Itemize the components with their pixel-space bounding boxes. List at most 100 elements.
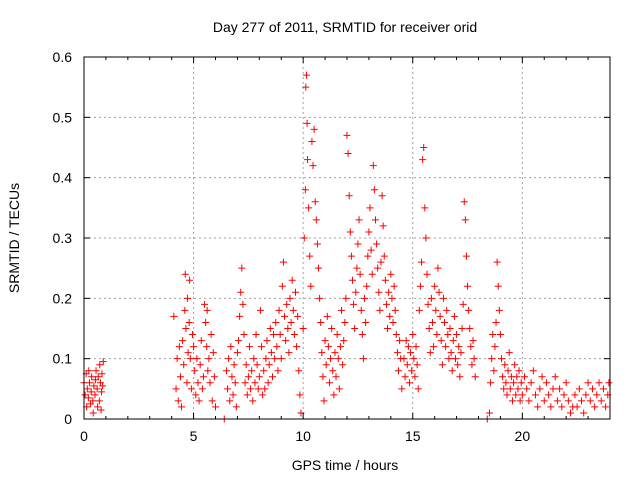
data-point (201, 300, 209, 308)
data-point (241, 379, 249, 387)
data-point (455, 343, 463, 351)
data-point (266, 325, 274, 332)
data-point (289, 306, 297, 314)
y-axis-label: SRMTID / TECUs (6, 183, 22, 293)
plot-frame (83, 56, 611, 420)
data-point (370, 186, 378, 194)
data-point (442, 343, 450, 351)
data-point (282, 337, 290, 345)
data-point (197, 337, 205, 345)
data-point (558, 403, 566, 411)
y-tick-label: 0.6 (53, 49, 73, 65)
data-point (293, 343, 301, 351)
data-point (290, 331, 298, 339)
data-point (376, 306, 384, 314)
data-point (494, 282, 502, 290)
data-point (468, 361, 476, 369)
data-point (310, 125, 318, 133)
data-point (333, 331, 341, 339)
data-point (439, 294, 447, 302)
data-point (336, 343, 344, 351)
data-point (228, 373, 236, 381)
data-point (460, 198, 468, 206)
data-point (384, 325, 392, 332)
data-point (438, 361, 446, 369)
data-point (435, 288, 443, 296)
data-point (275, 306, 283, 314)
y-tick-label: 0 (64, 411, 72, 427)
data-point (432, 306, 440, 314)
data-point (393, 349, 401, 357)
data-point (430, 343, 438, 351)
data-point (536, 385, 544, 393)
data-point (311, 198, 319, 206)
data-point (529, 367, 537, 375)
data-point (170, 312, 178, 320)
data-point (253, 361, 261, 369)
data-point (268, 373, 276, 381)
data-point (410, 355, 418, 363)
data-point (433, 331, 441, 339)
data-point (545, 391, 553, 399)
x-tick-label: 0 (80, 428, 88, 444)
data-point (239, 300, 247, 308)
data-point (357, 306, 365, 314)
data-point (466, 325, 474, 332)
data-point (225, 355, 233, 363)
data-point (500, 385, 508, 393)
data-point (180, 361, 188, 369)
data-point (571, 391, 579, 399)
data-point (405, 379, 413, 387)
data-point (386, 312, 394, 320)
data-point (259, 391, 267, 399)
x-axis-label: GPS time / hours (292, 457, 399, 473)
data-point (89, 397, 97, 405)
data-point (467, 343, 475, 351)
data-point (400, 355, 408, 363)
data-point (547, 403, 555, 411)
data-point (588, 385, 596, 393)
data-point (261, 385, 269, 393)
x-tick-label: 15 (405, 428, 421, 444)
data-point (248, 367, 256, 375)
data-point (237, 288, 245, 296)
data-point (85, 367, 93, 375)
data-point (338, 306, 346, 314)
data-point (330, 391, 338, 399)
data-point (396, 337, 404, 345)
data-point (94, 373, 102, 381)
data-point (319, 373, 327, 381)
data-point (309, 162, 317, 170)
data-point (573, 403, 581, 411)
data-point (451, 355, 459, 363)
data-point (182, 325, 190, 332)
data-point (276, 331, 284, 339)
data-point (250, 355, 258, 363)
data-point (446, 325, 454, 332)
data-point (551, 373, 559, 381)
data-point (437, 337, 445, 345)
data-point (531, 391, 539, 399)
data-point (286, 294, 294, 302)
y-tick-label: 0.2 (53, 290, 73, 306)
data-point (281, 312, 289, 320)
data-point (582, 391, 590, 399)
data-point (255, 373, 263, 381)
data-point (263, 337, 271, 345)
data-point (353, 264, 361, 272)
data-point (521, 373, 529, 381)
data-point (469, 337, 477, 345)
data-point (332, 373, 340, 381)
data-point (436, 312, 444, 320)
data-point (374, 264, 382, 272)
data-point (578, 397, 586, 405)
data-point (527, 379, 535, 387)
data-point (366, 204, 374, 212)
data-point (425, 325, 433, 332)
data-point (375, 288, 383, 296)
data-point (564, 397, 572, 405)
data-point (210, 373, 218, 381)
data-point (485, 409, 493, 417)
data-point (260, 367, 268, 375)
data-point (510, 379, 518, 387)
